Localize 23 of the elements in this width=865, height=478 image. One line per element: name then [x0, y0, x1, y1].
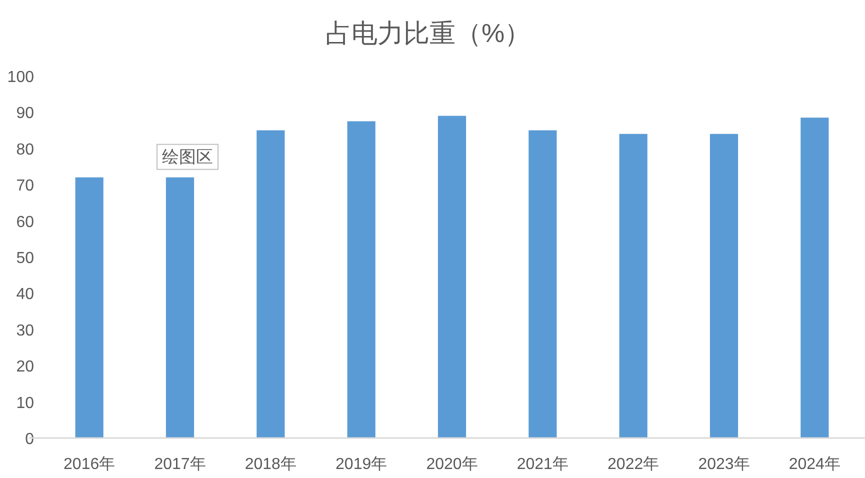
x-tick-label: 2021年: [516, 456, 568, 473]
x-tick-label: 2017年: [154, 456, 206, 473]
x-tick-label: 2020年: [426, 456, 478, 473]
x-tick-label: 2022年: [608, 456, 660, 473]
x-tick-label: 2016年: [64, 456, 116, 473]
y-tick-label: 70: [16, 178, 34, 195]
y-tick-label: 100: [7, 69, 34, 86]
annotation: 绘图区: [156, 144, 218, 170]
annotation: 绘图区: [162, 147, 213, 166]
y-tick-label: 20: [16, 358, 34, 376]
y-tick-label: 90: [16, 105, 34, 122]
x-tick-label: 2019年: [336, 456, 388, 473]
y-tick-label: 10: [16, 394, 34, 412]
x-tick-label: 2023年: [698, 456, 750, 473]
x-tick-label: 2024年: [788, 456, 840, 473]
title: 占电力比重（%）: [325, 18, 531, 48]
x-tick-label: 2018年: [244, 456, 296, 473]
y-tick-label: 40: [16, 286, 34, 304]
y-tick-label: 30: [16, 322, 34, 340]
y-tick-label: 80: [16, 141, 34, 158]
y-tick-label: 0: [25, 431, 34, 448]
y-tick-label: 60: [16, 214, 34, 231]
y-tick-label: 50: [16, 250, 34, 267]
